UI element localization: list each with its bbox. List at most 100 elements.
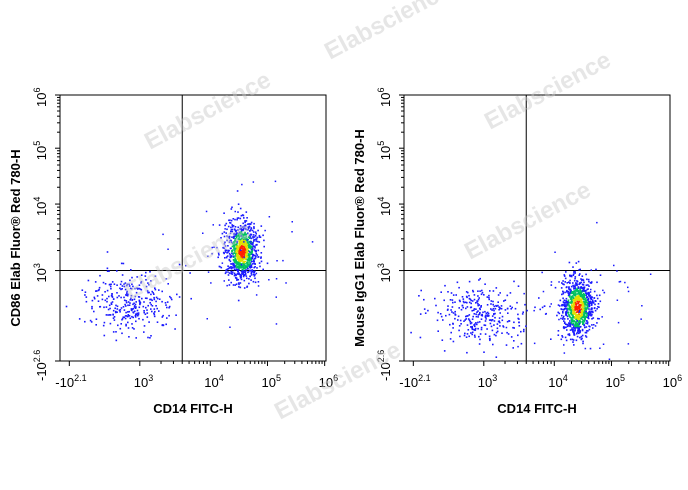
event-dot xyxy=(520,330,522,333)
event-dot xyxy=(241,183,243,186)
event-dot xyxy=(446,309,449,311)
event-dot xyxy=(479,308,481,311)
x-tick-label: 106 xyxy=(319,373,338,390)
event-dot xyxy=(478,297,480,299)
event-dot xyxy=(251,243,253,245)
event-dot xyxy=(592,301,595,304)
event-dot xyxy=(162,314,164,317)
event-dot xyxy=(238,245,241,248)
event-dot xyxy=(569,291,571,293)
event-dot xyxy=(235,259,237,262)
event-dot xyxy=(596,297,599,300)
event-dot xyxy=(489,339,491,342)
event-dot xyxy=(250,274,253,276)
event-dot xyxy=(221,262,224,264)
event-dot xyxy=(572,322,575,325)
event-dot xyxy=(583,286,586,288)
event-dot xyxy=(243,271,245,273)
event-dot xyxy=(566,329,568,331)
event-dot xyxy=(582,323,584,325)
event-dot xyxy=(573,344,575,346)
event-dot xyxy=(138,284,141,286)
event-dot xyxy=(576,284,578,287)
event-dot xyxy=(224,272,227,275)
event-dot xyxy=(144,297,147,299)
event-dot xyxy=(613,264,615,267)
event-dot xyxy=(589,294,592,297)
event-dot xyxy=(123,296,125,299)
event-dot xyxy=(268,216,271,218)
event-dot xyxy=(137,314,139,317)
event-dot xyxy=(463,320,465,322)
event-dot xyxy=(241,260,244,262)
event-dot xyxy=(119,327,122,330)
event-dot xyxy=(232,218,235,220)
event-dot xyxy=(591,313,593,316)
event-dot xyxy=(146,309,148,311)
event-dot xyxy=(549,305,551,308)
event-dot xyxy=(254,263,256,265)
event-dot xyxy=(575,339,578,342)
event-dot xyxy=(291,221,293,223)
event-dot xyxy=(569,274,571,277)
event-dot xyxy=(493,309,495,312)
event-dot xyxy=(166,301,169,303)
y-axis-title: CD86 Elab Fluor® Red 780-H xyxy=(8,149,23,326)
event-dot xyxy=(571,306,573,308)
event-dot xyxy=(516,301,518,304)
event-dot xyxy=(577,330,579,333)
event-dot xyxy=(237,261,240,264)
event-dot xyxy=(504,309,507,311)
event-dot xyxy=(579,268,581,271)
event-dot xyxy=(190,297,192,300)
event-dot xyxy=(164,302,167,304)
event-dot xyxy=(585,336,588,338)
event-dot xyxy=(139,288,142,290)
event-dot xyxy=(147,304,149,307)
event-dot xyxy=(230,270,232,273)
event-dot xyxy=(561,335,563,337)
event-dot xyxy=(224,228,226,230)
event-dot xyxy=(238,231,241,234)
event-dot xyxy=(119,309,122,311)
event-dot xyxy=(235,274,237,276)
event-dot xyxy=(239,207,242,210)
event-dot xyxy=(245,242,247,244)
event-dot xyxy=(574,306,576,308)
event-dot xyxy=(437,311,439,314)
event-dot xyxy=(576,307,579,309)
event-dot xyxy=(572,331,574,333)
event-dot xyxy=(263,245,265,248)
event-dot xyxy=(585,294,587,297)
event-dot xyxy=(574,311,576,314)
event-dot xyxy=(589,325,591,328)
event-dot xyxy=(589,291,592,293)
event-dot xyxy=(226,284,228,287)
event-dot xyxy=(245,254,248,256)
event-dot xyxy=(587,294,590,296)
event-dot xyxy=(239,273,242,276)
event-dot xyxy=(581,311,583,314)
event-dot xyxy=(565,304,567,306)
event-dot xyxy=(486,328,488,330)
event-dot xyxy=(494,307,497,310)
event-dot xyxy=(153,308,156,310)
event-dot xyxy=(499,325,501,327)
event-dot xyxy=(497,320,500,323)
event-dot xyxy=(572,299,575,301)
event-dot xyxy=(226,252,228,254)
event-dot xyxy=(459,319,462,322)
event-dot xyxy=(145,285,148,288)
event-dot xyxy=(550,281,553,283)
y-tick-label: 106 xyxy=(32,88,49,107)
event-dot xyxy=(574,308,576,310)
event-dot xyxy=(131,276,133,279)
event-dot xyxy=(238,237,240,239)
event-dot xyxy=(569,305,571,308)
event-dot xyxy=(235,266,238,268)
event-dot xyxy=(585,315,588,318)
event-dot xyxy=(248,256,251,258)
event-dot xyxy=(237,264,240,266)
event-dot xyxy=(581,337,583,340)
event-dot xyxy=(541,306,544,309)
